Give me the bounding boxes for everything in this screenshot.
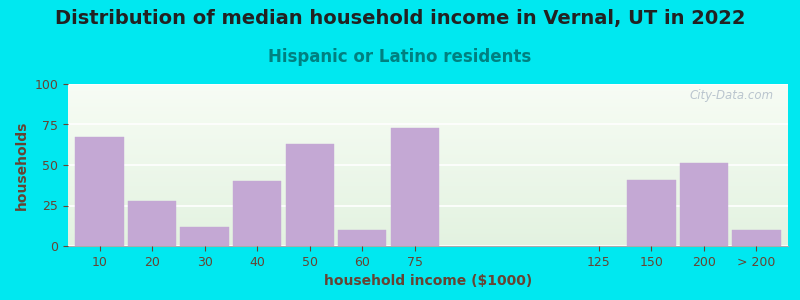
Bar xyxy=(286,144,334,246)
Text: Hispanic or Latino residents: Hispanic or Latino residents xyxy=(268,48,532,66)
Bar xyxy=(75,137,124,246)
Bar xyxy=(128,201,176,246)
Bar xyxy=(181,226,229,246)
Text: Distribution of median household income in Vernal, UT in 2022: Distribution of median household income … xyxy=(54,9,746,28)
Text: City-Data.com: City-Data.com xyxy=(690,89,774,102)
Bar xyxy=(680,164,728,246)
Bar xyxy=(338,230,386,246)
Bar xyxy=(390,128,439,246)
X-axis label: household income ($1000): household income ($1000) xyxy=(324,274,532,288)
Y-axis label: households: households xyxy=(15,120,29,210)
Bar xyxy=(233,181,282,246)
Bar xyxy=(732,230,781,246)
Bar xyxy=(627,180,675,246)
